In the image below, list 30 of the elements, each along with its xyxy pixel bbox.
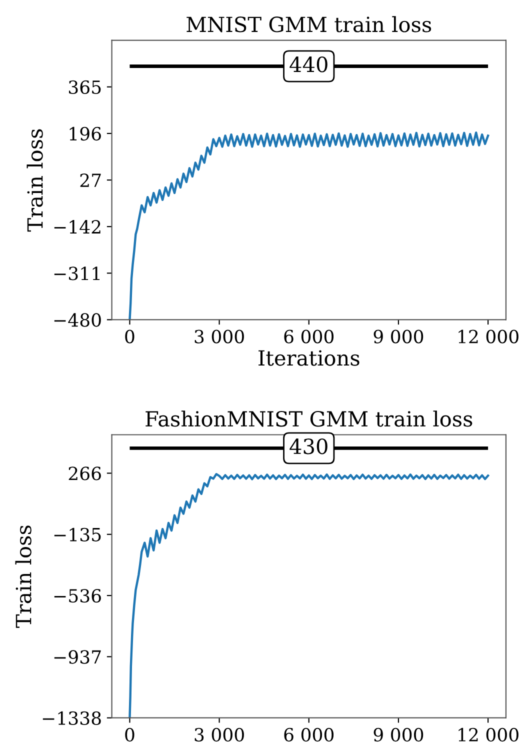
y-tick-label: −536 — [54, 588, 101, 603]
chart-title: FashionMNIST GMM train loss — [146, 410, 472, 427]
x-tick-label: 0 — [125, 330, 134, 344]
x-tick-label: 6 000 — [284, 728, 334, 742]
y-tick-label: −937 — [54, 650, 101, 664]
ref-line-label: 430 — [290, 438, 328, 454]
y-tick-label: −142 — [54, 220, 100, 234]
y-tick-label: −480 — [54, 313, 101, 327]
chart-title: MNIST GMM train loss — [186, 16, 432, 32]
y-tick-label: −1338 — [42, 711, 101, 725]
x-tick-label: 9 000 — [374, 330, 424, 344]
y-tick-label: −311 — [54, 266, 100, 280]
x-tick-label: 0 — [125, 728, 134, 742]
y-tick-label: −135 — [54, 528, 101, 542]
y-tick-label: 196 — [70, 126, 101, 141]
line-series — [128, 473, 490, 718]
y-axis-title: Train loss — [15, 526, 32, 628]
y-tick-label: 365 — [68, 80, 101, 94]
x-tick-label: 9 000 — [374, 728, 424, 742]
ref-line-label: 440 — [290, 56, 328, 72]
x-tick-label: 3 000 — [194, 330, 244, 344]
y-tick-label: 27 — [80, 173, 101, 187]
x-tick-label: 12 000 — [458, 728, 518, 742]
x-tick-label: 3 000 — [194, 728, 244, 742]
x-axis-title: Iterations — [258, 350, 360, 366]
y-tick-label: 266 — [68, 466, 101, 480]
y-axis-title: Train loss — [26, 129, 43, 232]
line-series — [128, 132, 490, 320]
x-tick-label: 12 000 — [458, 330, 518, 344]
x-tick-label: 6 000 — [284, 330, 334, 344]
